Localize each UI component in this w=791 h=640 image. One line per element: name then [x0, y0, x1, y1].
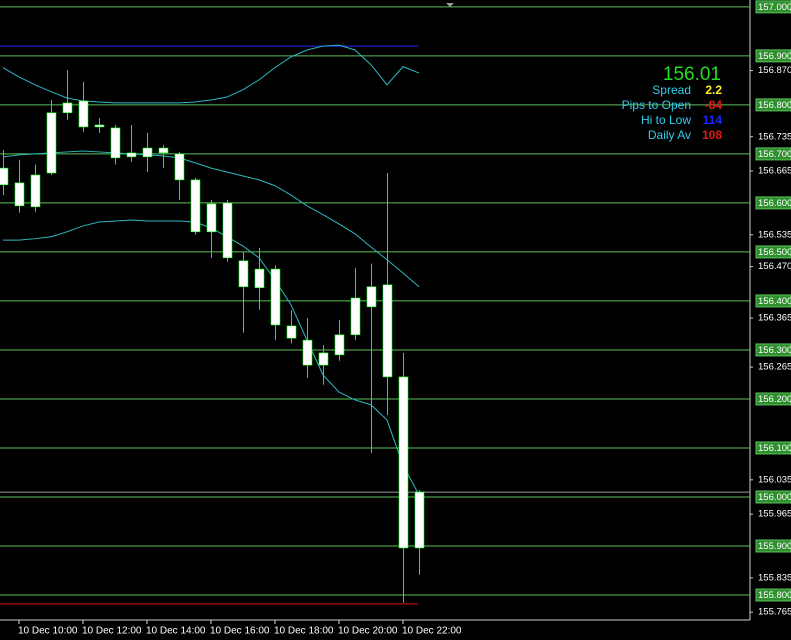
price-label-box — [755, 490, 791, 504]
price-label-box — [755, 392, 791, 406]
candle-body — [286, 325, 297, 339]
price-label-box — [755, 588, 791, 602]
y-tick-label: 156.535 — [758, 229, 791, 240]
candle-body — [350, 297, 361, 336]
y-tick-label: 155.765 — [758, 607, 791, 618]
y-tick-label: 156.600 — [758, 198, 791, 209]
candle-body — [334, 334, 345, 356]
price-label-box — [755, 343, 791, 357]
price-label-box — [755, 539, 791, 553]
info-label: Hi to Low — [641, 113, 691, 127]
info-value: 2.2 — [705, 83, 722, 97]
x-tick-label: 10 Dec 12:00 — [82, 626, 142, 637]
y-tick-label: 155.800 — [758, 590, 791, 601]
y-tick-label: 156.800 — [758, 100, 791, 111]
candle-body — [142, 147, 153, 158]
candle-body — [94, 124, 105, 128]
y-tick-label: 156.200 — [758, 394, 791, 405]
y-tick-label: 155.900 — [758, 541, 791, 552]
y-tick-label: 156.870 — [758, 65, 791, 76]
y-tick-label: 156.000 — [758, 492, 791, 503]
candle-body — [30, 174, 41, 208]
y-tick-label: 156.100 — [758, 443, 791, 454]
band-line — [2, 150, 420, 288]
x-tick-label: 10 Dec 20:00 — [338, 626, 398, 637]
candle-body — [110, 127, 121, 159]
y-tick-label: 156.735 — [758, 131, 791, 142]
info-value: 114 — [703, 113, 723, 127]
candle-body — [78, 100, 89, 128]
price-label-box — [755, 0, 791, 14]
candle-body — [254, 268, 265, 288]
x-tick-label: 10 Dec 18:00 — [274, 626, 334, 637]
candle-body — [158, 147, 169, 154]
y-tick-label: 155.835 — [758, 572, 791, 583]
candle-body — [238, 260, 249, 288]
candle-body — [174, 153, 185, 181]
candle-body — [222, 202, 233, 259]
candle-body — [46, 112, 57, 174]
y-tick-label: 156.400 — [758, 296, 791, 307]
candle-body — [0, 167, 9, 186]
y-tick-label: 156.665 — [758, 166, 791, 177]
candle-body — [14, 182, 25, 207]
y-tick-label: 156.300 — [758, 345, 791, 356]
price-label-box — [755, 196, 791, 210]
price-label-box — [755, 49, 791, 63]
candle-body — [302, 339, 313, 366]
candle-body — [366, 286, 377, 308]
y-tick-label: 156.470 — [758, 261, 791, 272]
candle-body — [62, 102, 73, 114]
shift-marker — [446, 3, 454, 7]
candle-body — [126, 152, 137, 158]
price-label-box — [755, 98, 791, 112]
x-tick-label: 10 Dec 22:00 — [402, 626, 462, 637]
info-label: Daily Av — [648, 128, 691, 142]
x-tick-label: 10 Dec 14:00 — [146, 626, 206, 637]
candle-body — [382, 284, 393, 378]
candle-body — [414, 491, 425, 549]
y-tick-label: 156.700 — [758, 149, 791, 160]
info-label: Pips to Open — [622, 98, 691, 112]
info-label: Spread — [652, 83, 691, 97]
y-tick-label: 156.900 — [758, 51, 791, 62]
candle-body — [270, 268, 281, 326]
price-label-box — [755, 294, 791, 308]
candle-body — [398, 376, 409, 549]
info-value: -84 — [705, 98, 723, 112]
y-tick-label: 155.965 — [758, 509, 791, 520]
y-tick-label: 156.265 — [758, 362, 791, 373]
candle-body — [190, 179, 201, 233]
y-tick-label: 156.500 — [758, 247, 791, 258]
price-label-box — [755, 441, 791, 455]
x-tick-label: 10 Dec 16:00 — [210, 626, 270, 637]
price-label-box — [755, 147, 791, 161]
y-tick-label: 157.000 — [758, 2, 791, 13]
x-tick-label: 10 Dec 10:00 — [18, 626, 78, 637]
current-price: 156.01 — [663, 64, 721, 85]
candle-body — [206, 203, 217, 233]
info-value: 108 — [702, 128, 722, 142]
y-tick-label: 156.365 — [758, 313, 791, 324]
band-line — [2, 44, 420, 104]
y-tick-label: 156.035 — [758, 474, 791, 485]
candle-body — [318, 352, 329, 366]
price-label-box — [755, 245, 791, 259]
